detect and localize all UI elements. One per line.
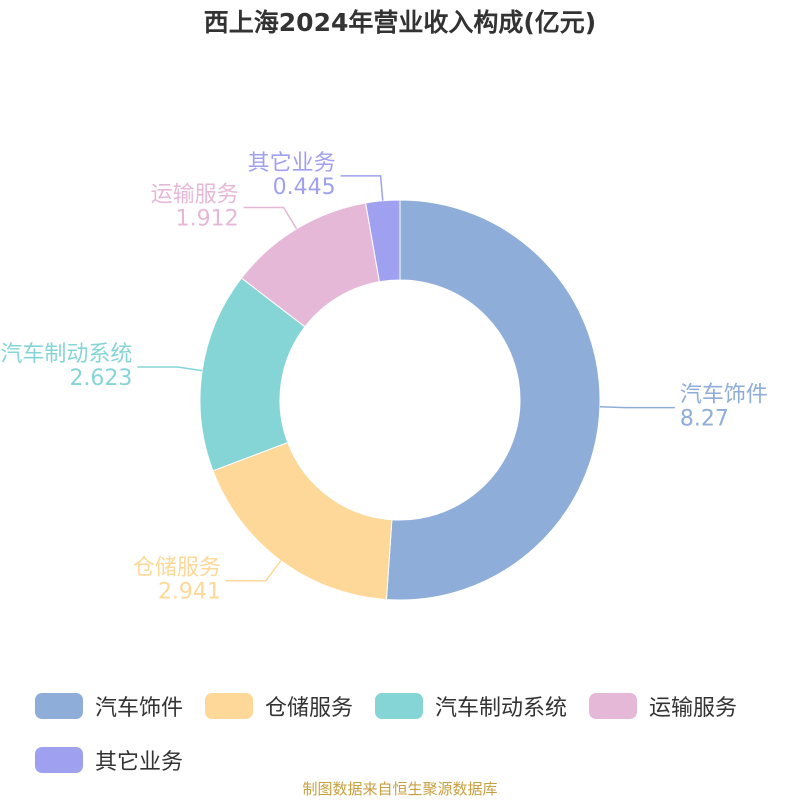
donut-slice	[385, 199, 601, 601]
value-label: 2.623	[69, 366, 132, 391]
leader-line	[243, 206, 298, 230]
leader-line	[599, 406, 675, 409]
legend-item[interactable]: 其它业务	[35, 744, 183, 776]
legend-label: 运输服务	[649, 696, 738, 721]
legend-swatch	[205, 693, 254, 719]
slice-label: 仓储服务	[133, 556, 221, 581]
legend-item[interactable]: 汽车饰件	[35, 690, 183, 722]
legend-label: 汽车饰件	[95, 696, 184, 721]
slice-label: 运输服务	[151, 182, 239, 207]
legend-item[interactable]: 汽车制动系统	[375, 690, 567, 722]
slice-label: 汽车饰件	[680, 383, 768, 408]
leader-line	[225, 560, 282, 582]
value-label: 1.912	[176, 206, 239, 231]
legend-swatch	[589, 693, 638, 719]
slice-label: 汽车制动系统	[0, 342, 132, 367]
slice-label: 其它业务	[248, 151, 336, 176]
legend-item[interactable]: 运输服务	[589, 690, 737, 722]
leader-line	[340, 175, 384, 201]
value-label: 2.941	[158, 580, 221, 605]
legend-swatch	[35, 747, 83, 773]
source-note: 制图数据来自恒生聚源数据库	[302, 780, 498, 798]
legend: 汽车饰件 仓储服务 汽车制动系统 运输服务其它业务	[35, 690, 795, 776]
legend-label: 仓储服务	[265, 696, 354, 721]
donut-slice	[365, 199, 401, 283]
value-label: 8.27	[680, 407, 729, 432]
legend-label: 汽车制动系统	[435, 696, 568, 721]
donut-slice	[212, 441, 393, 601]
leader-line	[137, 366, 203, 372]
legend-swatch	[375, 693, 424, 719]
legend-swatch	[35, 693, 83, 719]
legend-item[interactable]: 仓储服务	[205, 690, 353, 722]
legend-label: 其它业务	[95, 750, 184, 775]
value-label: 0.445	[273, 175, 336, 200]
chart-title: 西上海2024年营业收入构成(亿元)	[204, 8, 596, 37]
